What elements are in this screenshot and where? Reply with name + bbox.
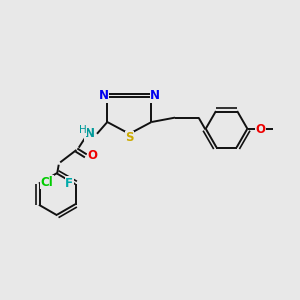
Text: N: N: [98, 89, 109, 102]
Text: O: O: [255, 123, 266, 136]
Text: N: N: [150, 89, 160, 102]
Text: O: O: [88, 149, 98, 162]
Text: F: F: [65, 177, 73, 190]
Text: S: S: [125, 131, 134, 144]
Text: H: H: [79, 125, 87, 135]
Text: N: N: [85, 127, 94, 140]
Text: Cl: Cl: [41, 176, 53, 189]
